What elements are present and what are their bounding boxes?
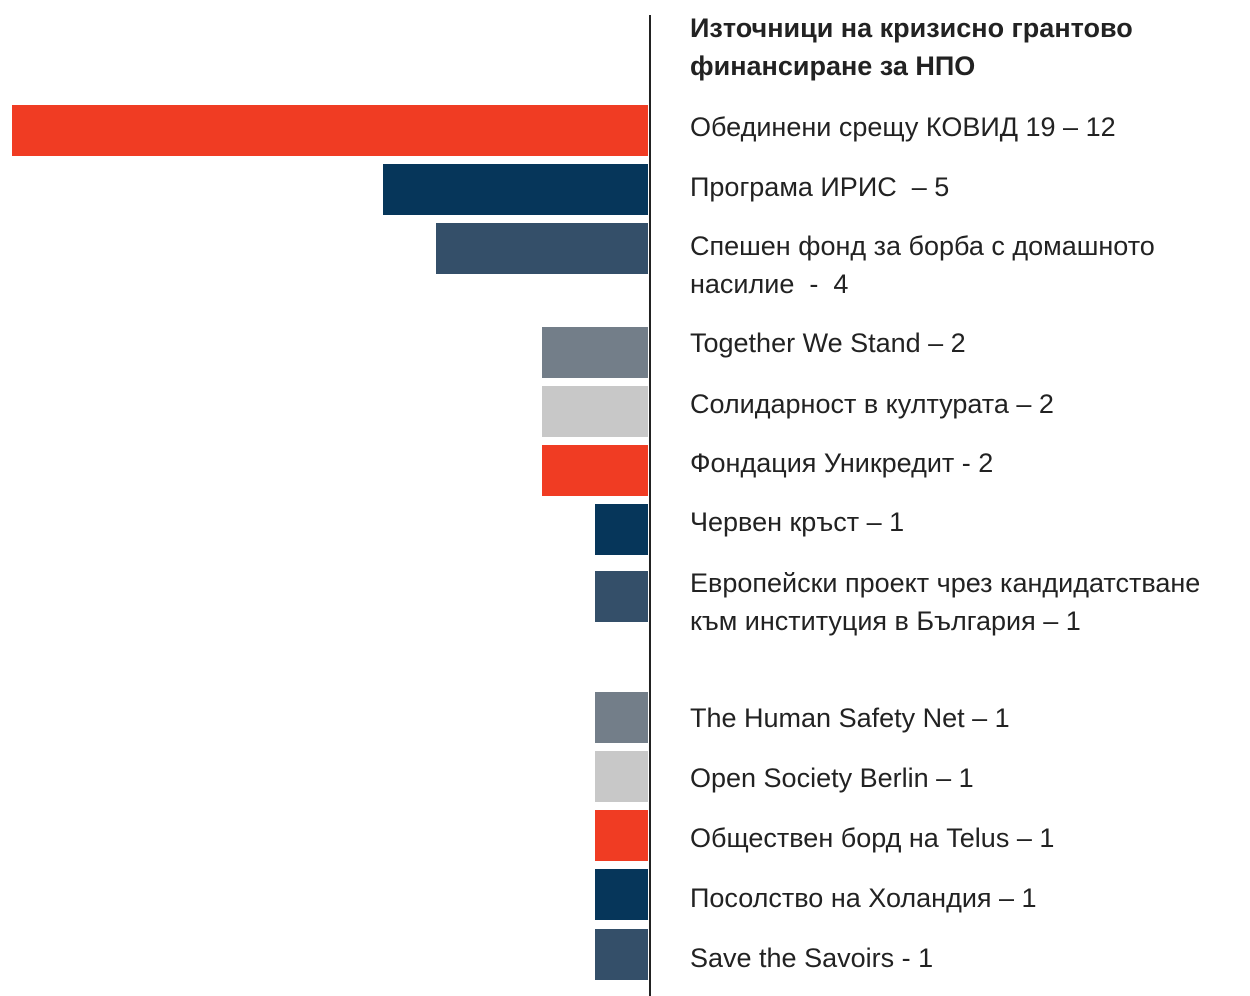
bar <box>595 810 648 861</box>
category-label: Солидарност в културата – 2 <box>690 389 1054 419</box>
bar <box>542 386 648 437</box>
category-label: Together We Stand – 2 <box>690 328 966 358</box>
category-label: Save the Savoirs - 1 <box>690 943 934 973</box>
bar <box>383 164 648 215</box>
bar <box>595 692 648 743</box>
category-label: Посолство на Холандия – 1 <box>690 883 1037 913</box>
bar <box>595 869 648 920</box>
bar <box>542 445 648 496</box>
category-label: Спешен фонд за борба с домашното насилие… <box>690 231 1163 299</box>
category-label: The Human Safety Net – 1 <box>690 703 1010 733</box>
bar <box>12 105 648 156</box>
bar <box>436 223 648 274</box>
bar <box>595 504 648 555</box>
category-label: Фондация Уникредит - 2 <box>690 448 994 478</box>
category-label: Обществен борд на Telus – 1 <box>690 823 1055 853</box>
bar <box>595 571 648 622</box>
chart-title: Източници на кризисно грантово финансира… <box>690 13 1133 81</box>
bar <box>595 751 648 802</box>
category-label: Програма ИРИС – 5 <box>690 172 950 202</box>
bar <box>542 327 648 378</box>
category-label: Open Society Berlin – 1 <box>690 763 974 793</box>
category-label: Червен кръст – 1 <box>690 507 905 537</box>
category-label: Обединени срещу КОВИД 19 – 12 <box>690 112 1116 142</box>
category-label: Европейски проект чрез кандидатстване къ… <box>690 568 1208 636</box>
bar <box>595 929 648 980</box>
